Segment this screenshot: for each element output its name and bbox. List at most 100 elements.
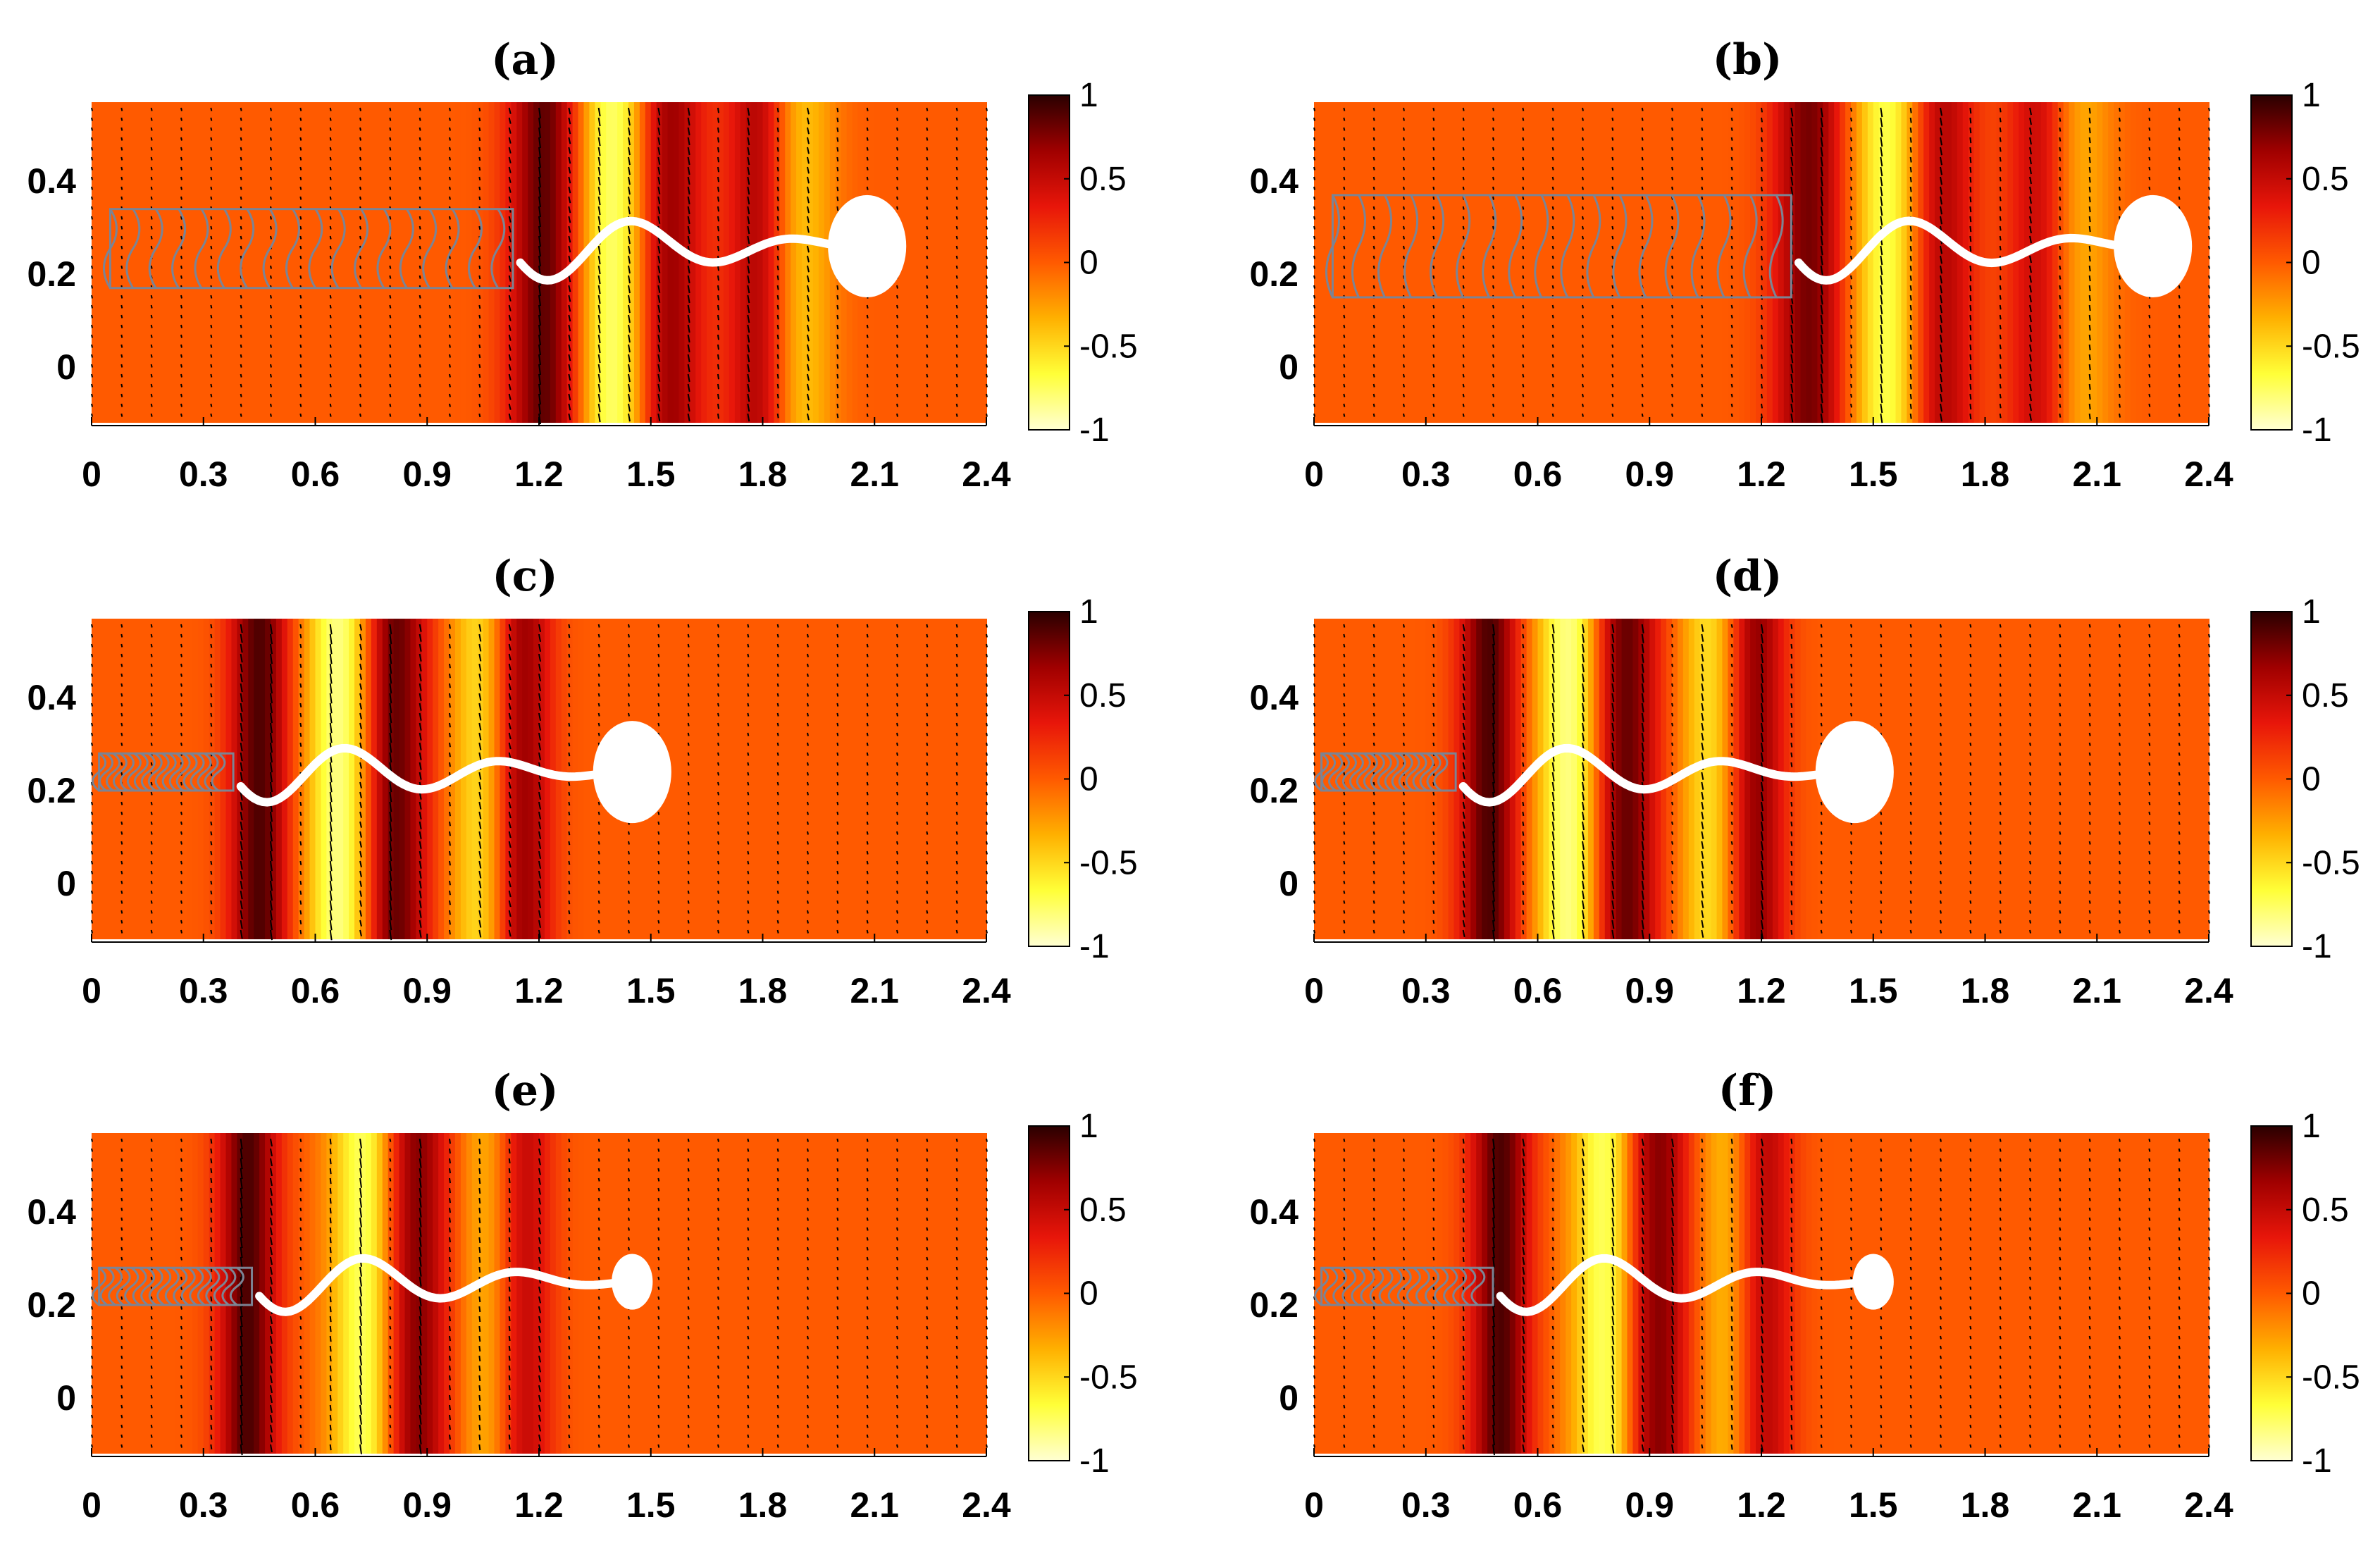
quiver-arrow	[1790, 127, 1794, 137]
quiver-arrow	[1761, 712, 1764, 723]
field-column	[1482, 102, 1489, 423]
field-column	[1756, 102, 1762, 423]
quiver-arrow	[896, 196, 898, 200]
quiver-arrow	[628, 373, 631, 383]
quiver-arrow	[2148, 910, 2151, 914]
quiver-arrow	[1940, 762, 1942, 766]
quiver-arrow	[1403, 722, 1405, 726]
quiver-arrow	[1611, 821, 1615, 831]
quiver-arrow	[597, 821, 600, 825]
quiver-arrow	[1313, 693, 1315, 697]
quiver-arrow	[568, 383, 571, 391]
field-column	[1884, 102, 1891, 423]
quiver-arrow	[1880, 393, 1883, 404]
quiver-arrow	[1790, 403, 1794, 413]
quiver-arrow	[2059, 403, 2062, 408]
quiver-arrow	[1820, 880, 1823, 884]
quiver-arrow	[329, 176, 332, 180]
quiver-arrow	[776, 324, 779, 330]
quiver-arrow	[807, 890, 809, 894]
quiver-arrow	[1730, 364, 1733, 368]
quiver-arrow	[1432, 890, 1435, 895]
quiver-arrow	[150, 245, 153, 249]
quiver-arrow	[1850, 703, 1852, 707]
quiver-arrow	[1820, 683, 1823, 687]
field-column	[505, 102, 512, 423]
quiver-arrow	[1403, 653, 1405, 657]
quiver-arrow	[2178, 166, 2181, 171]
quiver-arrow	[1582, 324, 1584, 328]
field-column	[924, 1133, 931, 1454]
quiver-arrow	[1671, 929, 1673, 934]
quiver-arrow	[568, 393, 571, 401]
quiver-arrow	[478, 781, 482, 790]
quiver-arrow	[1641, 354, 1644, 358]
quiver-arrow	[2059, 752, 2062, 756]
field-column	[343, 102, 350, 423]
quiver-arrow	[2059, 732, 2062, 736]
quiver-arrow	[1790, 683, 1793, 688]
field-column	[869, 1133, 876, 1454]
quiver-arrow	[120, 107, 123, 111]
quiver-arrow	[478, 663, 482, 672]
quiver-arrow	[657, 929, 660, 934]
quiver-arrow	[1372, 314, 1375, 318]
quiver-arrow	[1551, 156, 1554, 161]
quiver-arrow	[299, 166, 302, 171]
quiver-arrow	[2059, 762, 2062, 766]
quiver-arrow	[866, 683, 869, 687]
quiver-arrow	[836, 137, 839, 142]
quiver-arrow	[1492, 216, 1494, 220]
quiver-arrow	[240, 920, 243, 929]
quiver-arrow	[1372, 383, 1375, 388]
field-column	[2040, 619, 2047, 939]
quiver-arrow	[2119, 693, 2121, 697]
quiver-arrow	[807, 413, 810, 421]
trail-stroke	[240, 208, 255, 289]
field-column	[707, 1133, 714, 1454]
quiver-arrow	[807, 255, 810, 263]
quiver-arrow	[1372, 742, 1375, 746]
quiver-arrow	[1403, 334, 1405, 338]
y-tick-label: 0	[56, 347, 76, 387]
quiver-arrow	[1403, 304, 1405, 309]
quiver-arrow	[1551, 801, 1555, 811]
quiver-arrow	[1999, 373, 2002, 379]
quiver-arrow	[1969, 683, 1972, 687]
field-column	[1448, 102, 1455, 423]
field-column	[807, 1133, 814, 1454]
quiver-arrow	[1462, 732, 1465, 740]
quiver-arrow	[240, 791, 243, 801]
quiver-arrow	[1999, 910, 2002, 914]
quiver-arrow	[1940, 653, 1942, 657]
field-column	[796, 619, 803, 939]
quiver-arrow	[776, 929, 779, 934]
quiver-arrow	[836, 890, 839, 894]
x-tick-label: 1.8	[738, 454, 788, 494]
field-column	[197, 1133, 204, 1454]
quiver-arrow	[150, 186, 153, 190]
quiver-arrow	[1551, 137, 1554, 141]
quiver-arrow	[180, 344, 182, 348]
colorbar-tick-label: 0	[1079, 761, 1098, 798]
quiver-arrow	[2029, 166, 2032, 175]
quiver-arrow	[1403, 354, 1405, 358]
quiver-arrow	[2178, 373, 2181, 378]
quiver-arrow	[986, 890, 988, 894]
quiver-arrow	[1969, 624, 1972, 628]
quiver-arrow	[1969, 344, 1972, 351]
field-column	[1772, 102, 1779, 423]
quiver-arrow	[2148, 880, 2151, 884]
field-column	[539, 619, 545, 939]
quiver-arrow	[1880, 265, 1883, 276]
quiver-arrow	[1820, 265, 1823, 276]
quiver-arrow	[1462, 693, 1465, 700]
quiver-arrow	[1611, 304, 1614, 309]
quiver-arrow	[657, 265, 661, 273]
field-column	[835, 1133, 842, 1454]
quiver-arrow	[419, 762, 422, 770]
quiver-arrow	[1432, 156, 1435, 161]
quiver-arrow	[2029, 196, 2032, 204]
quiver-arrow	[747, 295, 750, 304]
